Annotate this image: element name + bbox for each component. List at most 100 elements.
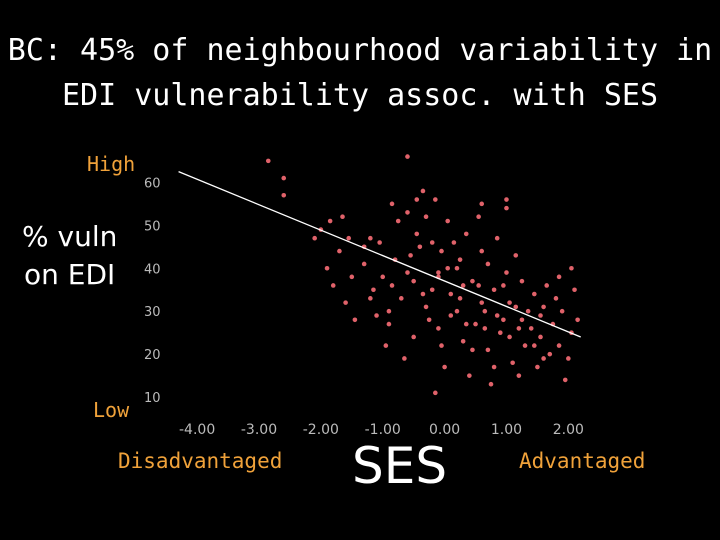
data-point xyxy=(501,317,506,323)
data-point xyxy=(380,274,386,280)
data-point xyxy=(324,265,330,271)
y-tick-label: 20 xyxy=(144,348,161,363)
data-point xyxy=(346,235,352,241)
data-point xyxy=(445,218,450,224)
data-point xyxy=(386,308,392,314)
data-point xyxy=(445,265,450,271)
data-point xyxy=(312,235,317,241)
data-point xyxy=(349,274,355,280)
data-point xyxy=(562,377,568,383)
data-point xyxy=(522,343,528,348)
y-tick-label: 60 xyxy=(144,176,161,191)
data-point xyxy=(556,343,562,348)
y-axis-label-line-2: on EDI xyxy=(24,258,116,291)
data-point xyxy=(330,283,336,288)
data-point xyxy=(476,283,481,288)
data-point xyxy=(352,317,358,323)
y-axis-label-line-1: % vuln xyxy=(22,220,118,253)
data-point xyxy=(429,287,435,293)
data-point xyxy=(420,188,426,194)
data-point xyxy=(479,201,485,207)
x-tick-label: 1.00 xyxy=(491,422,522,438)
data-point xyxy=(281,192,287,198)
data-point xyxy=(451,240,457,245)
data-point xyxy=(467,373,472,378)
data-point xyxy=(553,296,559,301)
data-point xyxy=(513,253,519,258)
y-tick-label: 50 xyxy=(144,219,161,234)
data-point xyxy=(436,326,441,331)
data-point xyxy=(429,240,435,245)
x-tick-label: -1.00 xyxy=(365,422,401,438)
data-point xyxy=(420,291,426,297)
data-point xyxy=(411,278,416,284)
data-point xyxy=(340,214,345,220)
y-tick-label: 30 xyxy=(144,305,161,320)
data-point xyxy=(479,300,485,305)
x-tick-labels: -4.00 -3.00 -2.00 -1.00 0.00 1.00 2.00 xyxy=(179,422,584,438)
data-point xyxy=(501,283,506,288)
data-point xyxy=(327,218,333,224)
data-point xyxy=(538,313,543,318)
x-tick-label: -3.00 xyxy=(241,422,277,438)
data-point xyxy=(556,274,562,280)
data-point xyxy=(368,296,373,301)
data-point xyxy=(337,248,342,254)
data-point xyxy=(482,326,488,331)
x-tick-label: 0.00 xyxy=(429,422,460,438)
data-point xyxy=(491,364,497,370)
data-point xyxy=(547,351,553,357)
trend-line xyxy=(178,171,581,338)
data-point xyxy=(411,334,416,340)
x-tick-label: -4.00 xyxy=(179,422,215,438)
data-point xyxy=(532,291,537,297)
data-point xyxy=(485,347,491,353)
data-point xyxy=(504,197,509,202)
data-point xyxy=(436,270,441,275)
data-point xyxy=(473,321,478,327)
data-point xyxy=(535,364,540,370)
data-point xyxy=(265,158,271,164)
data-point xyxy=(398,296,404,301)
disadvantaged-label: Disadvantaged xyxy=(118,449,283,473)
data-point xyxy=(386,321,392,327)
data-point xyxy=(544,283,549,288)
data-point xyxy=(457,296,463,301)
data-point xyxy=(405,154,410,159)
data-point xyxy=(454,265,460,271)
data-point xyxy=(448,291,454,297)
data-point xyxy=(442,364,447,370)
data-point xyxy=(389,283,395,288)
data-point xyxy=(371,287,376,293)
data-point xyxy=(361,261,367,267)
y-low-label: Low xyxy=(93,398,130,422)
data-point xyxy=(491,287,497,293)
data-point xyxy=(504,270,509,275)
data-point xyxy=(448,313,454,318)
data-point xyxy=(463,321,469,327)
data-point xyxy=(497,330,503,335)
x-axis-label: SES xyxy=(352,437,448,495)
data-point xyxy=(395,218,401,224)
data-point xyxy=(423,304,429,310)
data-point xyxy=(470,278,475,284)
y-axis-label: % vuln on EDI xyxy=(22,218,117,294)
y-tick-label: 40 xyxy=(144,262,161,277)
data-point xyxy=(528,326,534,331)
data-point xyxy=(460,338,466,344)
data-point xyxy=(488,381,494,387)
data-point xyxy=(408,253,413,258)
data-point xyxy=(454,308,460,314)
data-point xyxy=(374,313,379,318)
data-point xyxy=(507,334,512,340)
data-point xyxy=(457,257,463,262)
slide-title: BC: 45% of neighbourhood variability in … xyxy=(0,28,720,118)
data-point xyxy=(343,300,348,305)
data-point xyxy=(476,214,481,220)
y-high-label: High xyxy=(87,152,136,176)
title-line-1: BC: 45% of neighbourhood variability in xyxy=(7,33,713,68)
data-point xyxy=(519,278,525,284)
data-point xyxy=(405,270,410,275)
data-point xyxy=(494,313,500,318)
